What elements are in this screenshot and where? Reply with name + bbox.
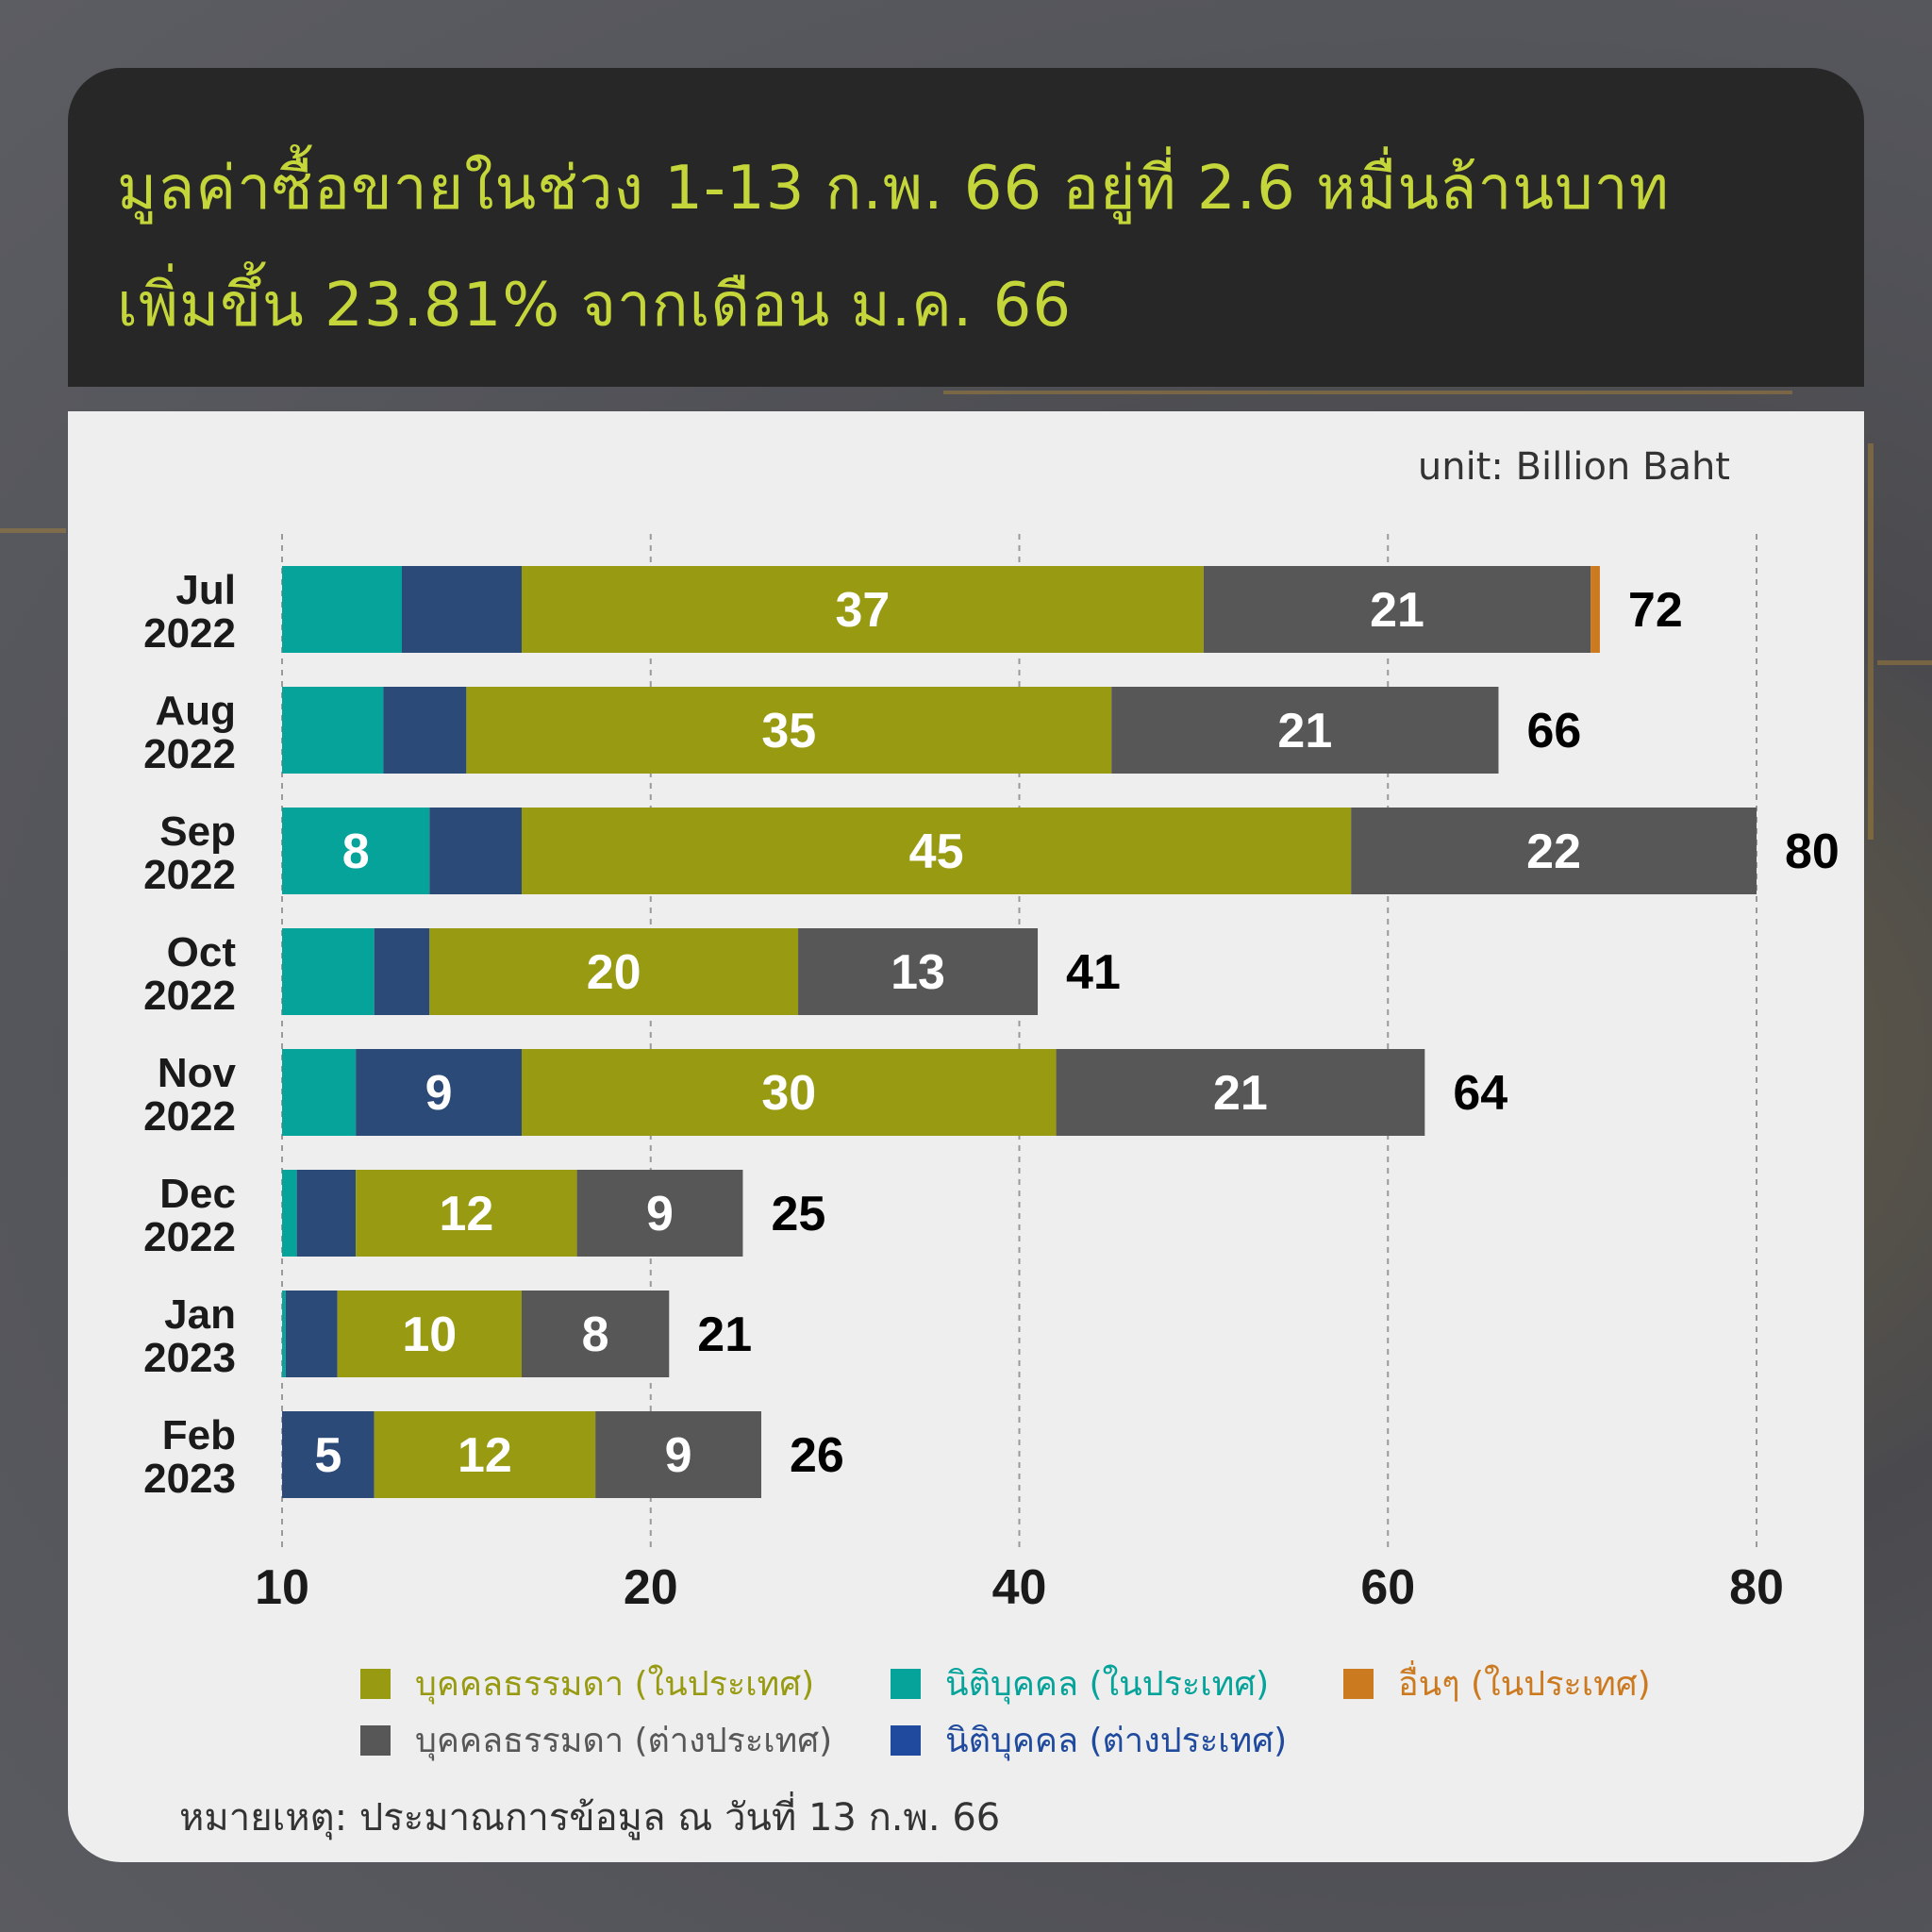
- x-tick-label: 60: [1360, 1560, 1415, 1615]
- bar-segment: [1111, 687, 1499, 774]
- bar-value-label: 10: [402, 1307, 457, 1362]
- background-circuit-line: [0, 528, 66, 533]
- category-label: Sep: [159, 808, 236, 855]
- bar-value-label: 12: [458, 1428, 512, 1483]
- bar-value-label: 21: [1370, 583, 1424, 638]
- bar-segment: [1056, 1049, 1425, 1136]
- bar-value-label: 37: [836, 583, 891, 638]
- bar-segment: [356, 1170, 577, 1257]
- background-circuit-line: [943, 391, 1792, 394]
- page-title-line-1: มูลค่าซื้อขายในช่วง 1-13 ก.พ. 66 อยู่ที่…: [117, 154, 1670, 224]
- bar-value-label: 35: [761, 704, 816, 758]
- category-label: 2022: [143, 1093, 236, 1140]
- bar-value-label: 9: [425, 1066, 453, 1121]
- bar-value-label: 8: [582, 1307, 609, 1362]
- page-title-line-2: เพิ่มขึ้น 23.81% จากเดือน ม.ค. 66: [117, 271, 1073, 341]
- x-tick-label: 10: [255, 1560, 309, 1615]
- bar-segment: [1351, 808, 1757, 894]
- bar-segment: [282, 1170, 297, 1257]
- bar-segment: [282, 928, 375, 1015]
- bar-value-label: 12: [439, 1187, 493, 1241]
- bar-total-label: 25: [771, 1187, 825, 1241]
- bar-value-label: 21: [1213, 1066, 1268, 1121]
- category-label: Aug: [155, 688, 236, 734]
- background-circuit-line: [1868, 443, 1874, 840]
- bar-segment: [595, 1411, 761, 1498]
- bar-segment: [521, 808, 1352, 894]
- bar-total-label: 21: [697, 1307, 752, 1362]
- bar-segment: [401, 566, 522, 653]
- bar-segment: [282, 1049, 357, 1136]
- bar-segment: [798, 928, 1039, 1015]
- bar-segment: [282, 808, 430, 894]
- category-label: 2022: [143, 610, 236, 657]
- bar-value-label: 30: [761, 1066, 816, 1121]
- bar-segment: [521, 1049, 1057, 1136]
- category-label: 2022: [143, 1214, 236, 1260]
- bar-segment: [1203, 566, 1591, 653]
- bar-segment: [282, 1291, 286, 1377]
- bar-segment: [521, 566, 1204, 653]
- bar-segment: [337, 1291, 522, 1377]
- bar-segment: [429, 808, 522, 894]
- bar-segment: [521, 1291, 670, 1377]
- bar-segment: [356, 1049, 522, 1136]
- x-tick-label: 80: [1729, 1560, 1784, 1615]
- bar-segment: [374, 1411, 596, 1498]
- bar-total-label: 64: [1453, 1066, 1507, 1121]
- bar-segment: [285, 1291, 338, 1377]
- bar-segment: [1591, 566, 1600, 653]
- bar-segment: [576, 1170, 743, 1257]
- category-label: 2022: [143, 731, 236, 777]
- bar-total-label: 41: [1066, 945, 1121, 1000]
- bar-segment: [282, 566, 402, 653]
- category-label: 2022: [143, 852, 236, 898]
- background-circuit-line: [1877, 660, 1932, 665]
- category-label: Nov: [158, 1050, 237, 1096]
- header-panel: มูลค่าซื้อขายในช่วง 1-13 ก.พ. 66 อยู่ที่…: [68, 68, 1864, 387]
- bar-segment: [383, 687, 467, 774]
- bar-value-label: 8: [342, 824, 370, 879]
- bar-segment: [374, 928, 430, 1015]
- x-tick-label: 40: [992, 1560, 1047, 1615]
- footnote: หมายเหตุ: ประมาณการข้อมูล ณ วันที่ 13 ก.…: [179, 1796, 1001, 1840]
- category-label: 2022: [143, 973, 236, 1019]
- bar-value-label: 21: [1277, 704, 1332, 758]
- unit-label: unit: Billion Baht: [1417, 445, 1730, 489]
- bar-total-label: 66: [1526, 704, 1581, 758]
- category-label: Jan: [164, 1291, 236, 1338]
- bar-total-label: 26: [790, 1428, 844, 1483]
- bar-segment: [296, 1170, 357, 1257]
- x-tick-label: 20: [624, 1560, 678, 1615]
- bar-value-label: 45: [909, 824, 964, 879]
- bar-value-label: 9: [646, 1187, 674, 1241]
- category-label: 2023: [143, 1335, 236, 1381]
- chart-panel: unit: Billion Baht 37 21 72 Jul 2022 35 21 66 Au…: [68, 411, 1864, 1862]
- category-label: 2023: [143, 1456, 236, 1502]
- bar-segment: [466, 687, 1112, 774]
- category-label: Dec: [159, 1171, 236, 1217]
- bar-segment: [282, 687, 384, 774]
- bar-value-label: 22: [1526, 824, 1581, 879]
- bar-total-label: 72: [1628, 583, 1683, 638]
- bar-total-label: 80: [1785, 824, 1840, 879]
- bar-value-label: 5: [314, 1428, 341, 1483]
- bar-value-label: 13: [891, 945, 945, 1000]
- category-label: Feb: [162, 1412, 236, 1458]
- bar-value-label: 9: [665, 1428, 692, 1483]
- category-label: Oct: [167, 929, 237, 975]
- category-label: Jul: [175, 567, 236, 613]
- bar-segment: [429, 928, 799, 1015]
- bar-value-label: 20: [587, 945, 641, 1000]
- bar-segment: [282, 1411, 375, 1498]
